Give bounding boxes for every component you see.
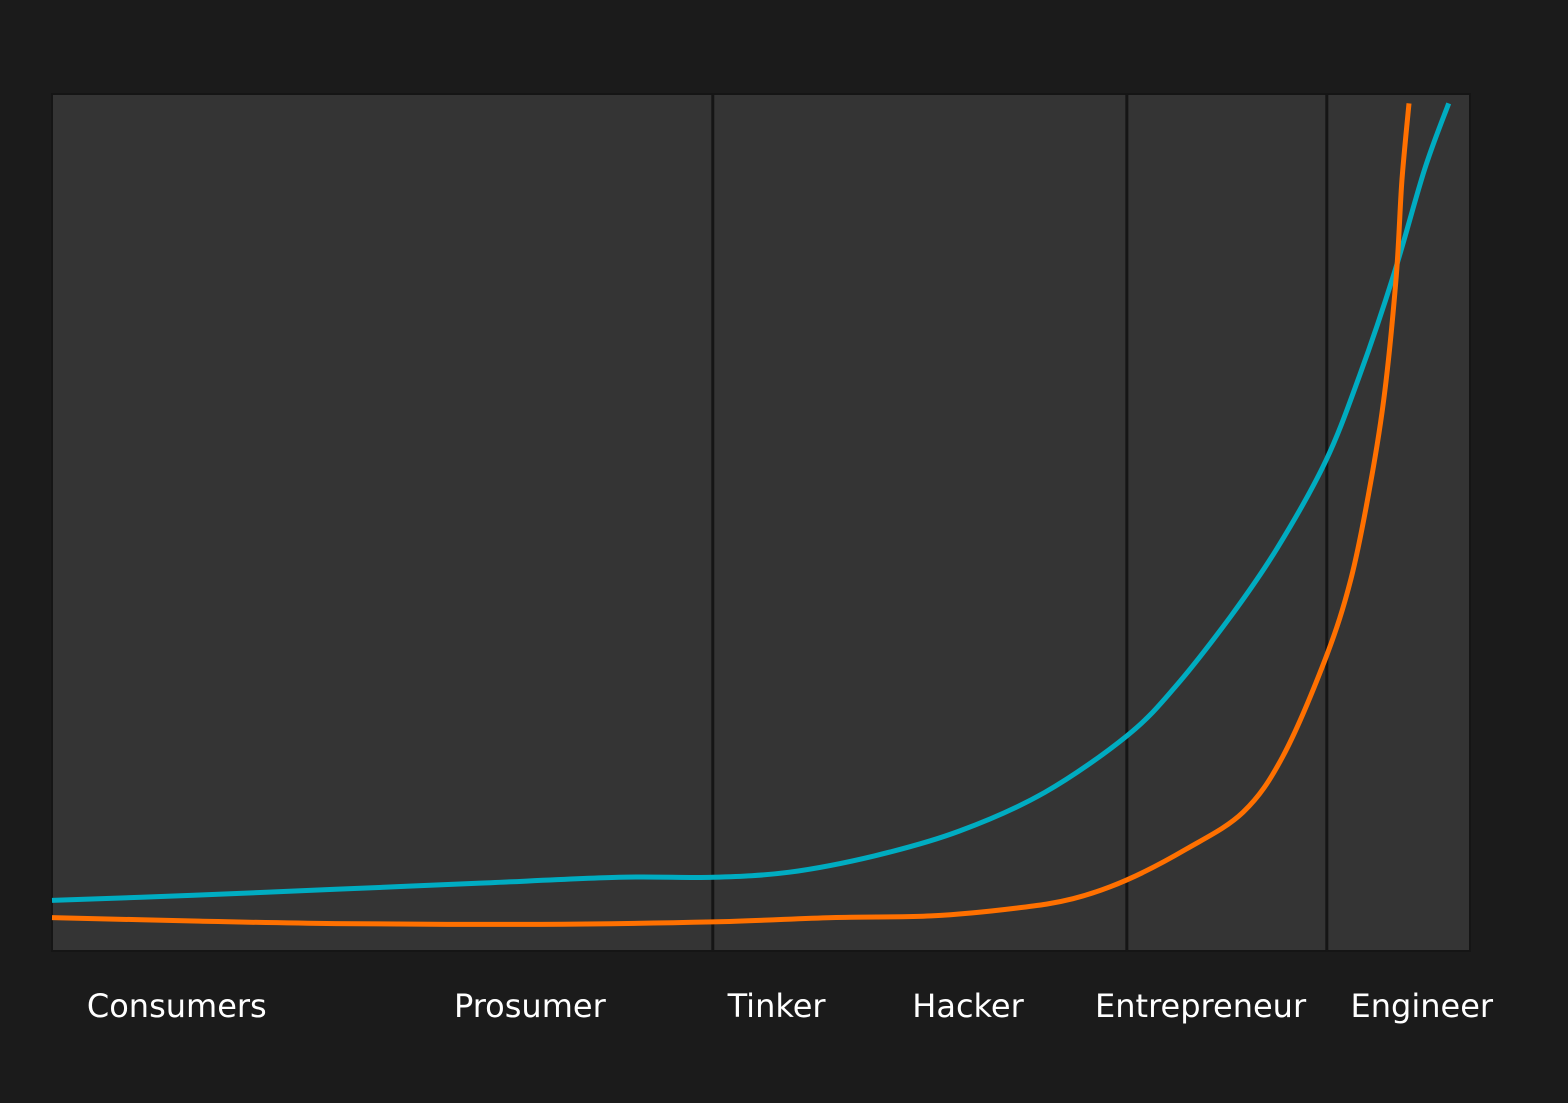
x-tick-label: Engineer (1351, 987, 1494, 1025)
series-line-2 (51, 103, 1412, 927)
series-layer (51, 102, 1452, 927)
x-axis-tick-labels: Consumers Prosumer Tinker Hacker Entrepreneu… (87, 987, 1494, 1025)
x-tick-label: Tinker (727, 987, 827, 1025)
segment-dividers (711, 94, 1329, 951)
x-tick-label: Prosumer (454, 987, 607, 1025)
x-tick-label: Hacker (912, 987, 1024, 1025)
x-tick-label: Consumers (87, 987, 267, 1025)
plot-area (51, 93, 1471, 952)
series-line-1 (51, 102, 1452, 903)
x-tick-label: Entrepreneur (1095, 987, 1307, 1025)
